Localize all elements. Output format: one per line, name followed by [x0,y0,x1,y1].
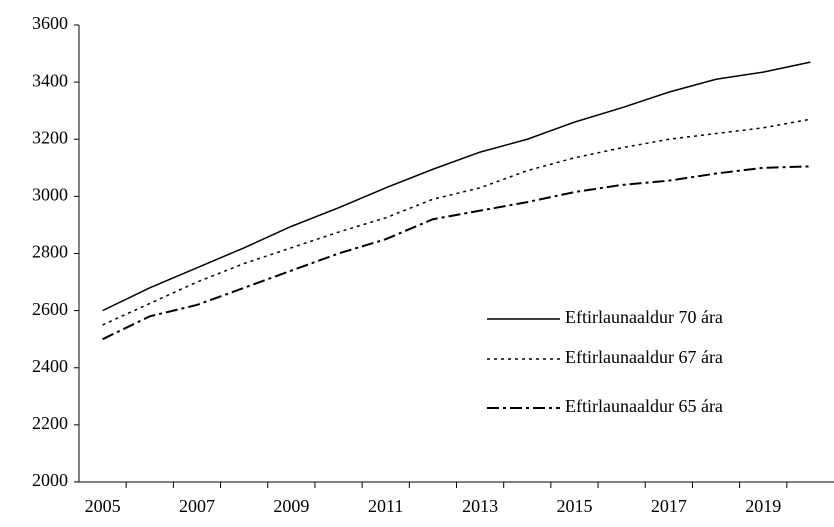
x-tick-label: 2019 [745,496,781,516]
series-line [102,165,811,341]
legend-label: Eftirlaunaaldur 65 ára [565,396,723,416]
series-line [102,61,811,312]
legend-label: Eftirlaunaaldur 70 ára [565,307,723,327]
legend-label: Eftirlaunaaldur 67 ára [565,347,723,367]
y-tick-label: 3200 [32,127,68,147]
x-tick-label: 2013 [462,496,498,516]
x-tick-label: 2007 [179,496,215,516]
x-tick-label: 2011 [368,496,403,516]
y-tick-label: 2400 [32,356,68,376]
x-tick-label: 2009 [273,496,309,516]
y-tick-label: 3000 [32,185,68,205]
y-tick-label: 2800 [32,242,68,262]
x-tick-label: 2015 [556,496,592,516]
series-line [102,118,811,326]
y-tick-label: 3600 [32,13,68,33]
y-tick-label: 2000 [32,470,68,490]
y-tick-label: 3400 [32,70,68,90]
x-tick-label: 2005 [85,496,121,516]
y-tick-label: 2600 [32,299,68,319]
y-tick-label: 2200 [32,413,68,433]
x-tick-label: 2017 [651,496,687,516]
